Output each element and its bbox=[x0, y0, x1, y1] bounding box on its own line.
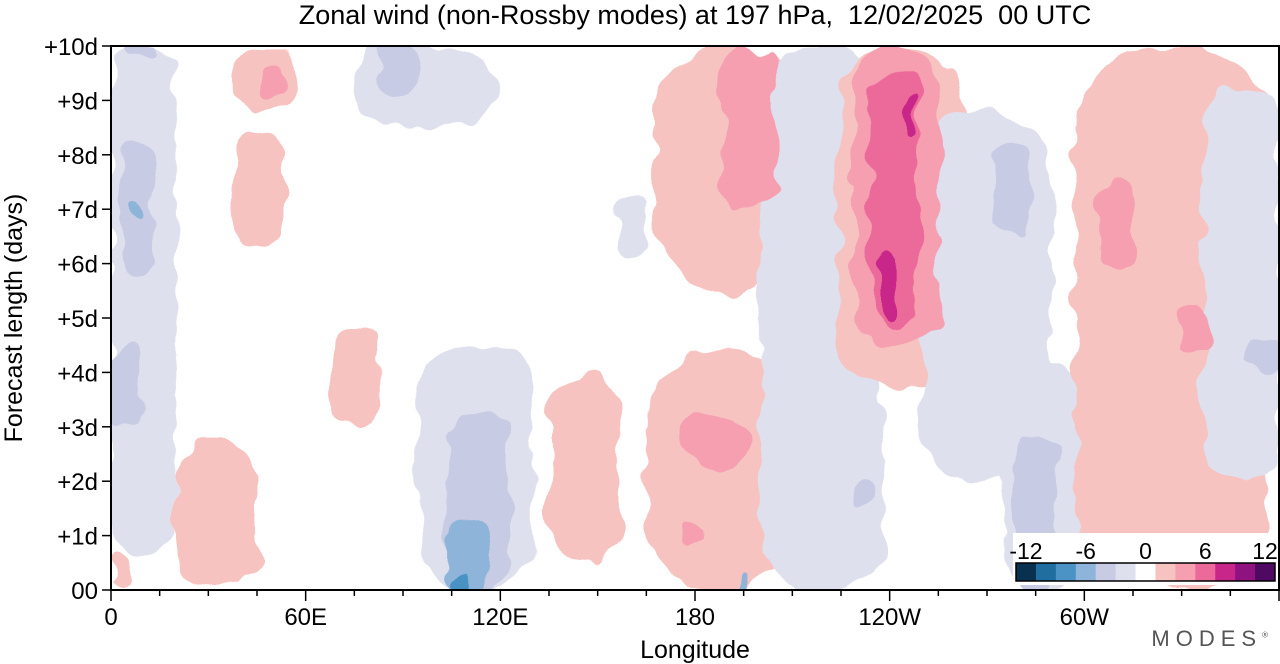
contour-region bbox=[130, 203, 144, 221]
contour-region bbox=[111, 350, 141, 427]
colorbar-label: 6 bbox=[1199, 538, 1212, 564]
contour-region bbox=[111, 551, 128, 590]
y-tick-label: +7d bbox=[57, 197, 98, 224]
colorbar-swatch bbox=[1055, 563, 1077, 581]
y-tick-label: +8d bbox=[57, 143, 98, 170]
contour-region bbox=[1204, 89, 1279, 482]
colorbar-frame bbox=[1015, 562, 1276, 582]
colorbar-legend: -12 -6 0 6 12 bbox=[1009, 533, 1278, 585]
colorbar-swatch bbox=[1155, 563, 1176, 581]
colorbar-swatch bbox=[1235, 563, 1256, 581]
y-tick-label: +6d bbox=[57, 252, 98, 279]
colorbar-label: 12 bbox=[1252, 538, 1278, 564]
contour-field bbox=[111, 46, 1279, 590]
contour-region bbox=[737, 573, 747, 590]
contour-region bbox=[454, 573, 475, 590]
y-tick-label: +4d bbox=[57, 360, 98, 387]
y-tick-label: +3d bbox=[57, 415, 98, 442]
contour-region bbox=[850, 481, 877, 509]
colorbar-swatch bbox=[1195, 563, 1216, 581]
contour-region bbox=[331, 328, 381, 427]
x-tick-label: 60W bbox=[1060, 604, 1110, 631]
modes-logo: MODES® bbox=[1151, 626, 1268, 652]
contour-region bbox=[231, 133, 283, 248]
contour-region bbox=[993, 143, 1030, 237]
colorbar-swatch bbox=[1115, 563, 1137, 581]
y-tick-label: +1d bbox=[57, 524, 98, 551]
x-tick-label: 60E bbox=[284, 604, 327, 631]
chart-title: Zonal wind (non-Rossby modes) at 197 hPa… bbox=[298, 0, 1092, 30]
colorbar-label: -6 bbox=[1076, 538, 1096, 564]
contour-region bbox=[685, 524, 705, 547]
contour-region bbox=[549, 377, 621, 563]
contour-region bbox=[175, 443, 257, 590]
colorbar-swatch bbox=[1095, 563, 1117, 581]
contour-region bbox=[678, 410, 747, 471]
x-tick-label: 180 bbox=[675, 604, 715, 631]
colorbar-swatch bbox=[1075, 563, 1097, 581]
colorbar-swatch bbox=[1215, 563, 1236, 581]
colorbar-swatch bbox=[1255, 563, 1276, 581]
registered-mark: ® bbox=[1262, 630, 1268, 640]
x-tick-label: 120E bbox=[472, 604, 528, 631]
y-axis-label: Forecast length (days) bbox=[0, 194, 28, 443]
contour-region bbox=[263, 62, 283, 95]
contour-region bbox=[613, 192, 647, 259]
colorbar-swatch bbox=[1175, 563, 1196, 581]
x-tick-label: 0 bbox=[104, 604, 117, 631]
colorbar-label: -12 bbox=[1009, 538, 1042, 564]
x-tick-label: 120W bbox=[858, 604, 921, 631]
axes: 0 60E 120E 180 120W 60W 00 +1d +2d +3d +4d +5d +6d +7… bbox=[44, 34, 1280, 631]
colorbar-swatch bbox=[1016, 563, 1037, 581]
contour-region bbox=[905, 94, 916, 139]
logo-text: MODES bbox=[1151, 626, 1263, 651]
contour-region bbox=[1100, 182, 1133, 264]
colorbar-swatch bbox=[1035, 563, 1057, 581]
contour-region bbox=[383, 46, 420, 95]
y-tick-label: 00 bbox=[71, 578, 98, 605]
contour-region bbox=[354, 46, 494, 128]
contour-region bbox=[879, 252, 897, 324]
contour-region bbox=[127, 46, 157, 57]
contour-region bbox=[1246, 334, 1279, 373]
contour-region bbox=[720, 46, 777, 210]
y-tick-label: +9d bbox=[57, 88, 98, 115]
y-tick-label: +5d bbox=[57, 306, 98, 333]
contour-region bbox=[111, 46, 176, 552]
x-axis-label: Longitude bbox=[640, 636, 750, 664]
colorbar-swatch bbox=[1135, 563, 1156, 581]
y-tick-label: +10d bbox=[44, 34, 98, 61]
colorbar-label: 0 bbox=[1139, 538, 1152, 564]
contour-region bbox=[445, 524, 491, 590]
y-tick-label: +2d bbox=[57, 469, 98, 496]
contour-region bbox=[1178, 307, 1208, 357]
